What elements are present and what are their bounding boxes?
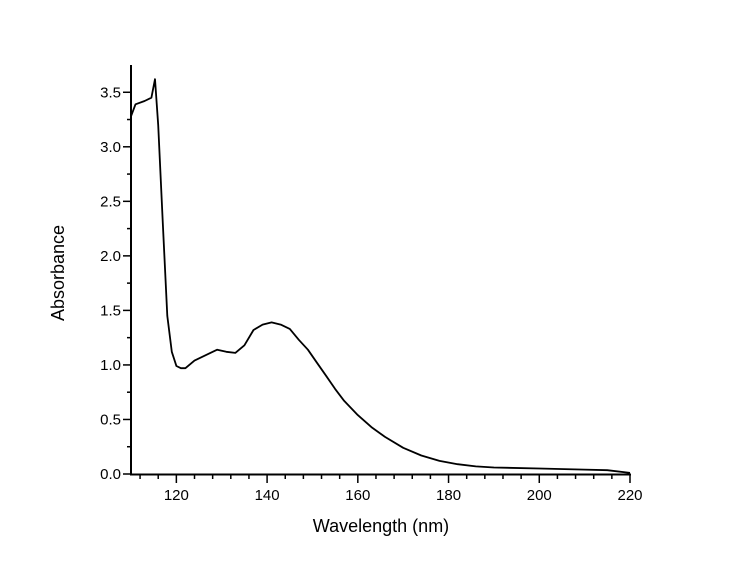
y-tick-label: 3.5 [100,84,121,101]
x-tick-label: 220 [617,487,642,504]
y-tick-label: 3.0 [100,139,121,156]
y-tick-label: 0.5 [100,411,121,428]
y-tick-label: 2.0 [100,248,121,265]
x-tick-label: 140 [255,487,280,504]
series-line-absorbance [130,78,631,474]
x-tick-label: 200 [527,487,552,504]
y-tick-label: 1.0 [100,357,121,374]
y-tick-label: 2.5 [100,193,121,210]
y-axis-label: Absorbance [48,225,68,321]
y-tick-label: 0.0 [100,466,121,483]
x-tick-label: 120 [164,487,189,504]
x-tick-label: 160 [345,487,370,504]
x-axis-label: Wavelength (nm) [313,516,449,536]
y-tick-label: 1.5 [100,302,121,319]
x-tick-label: 180 [436,487,461,504]
